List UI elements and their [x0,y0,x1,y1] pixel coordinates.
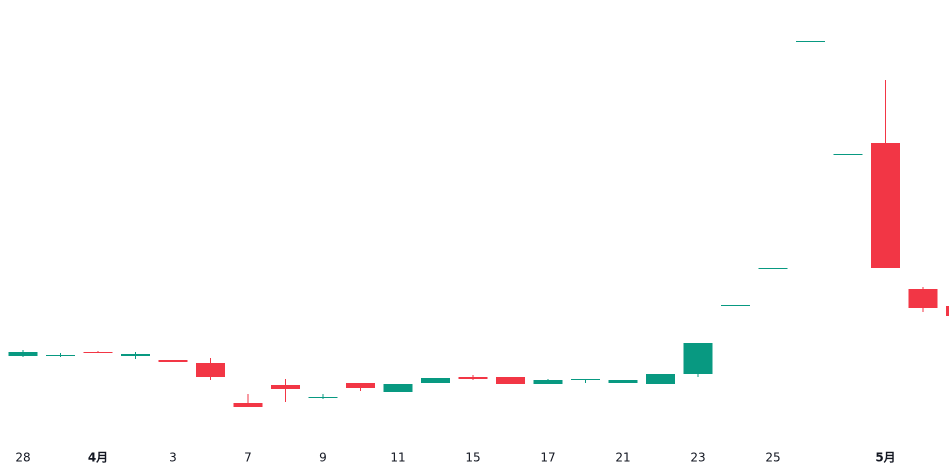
candle-body [308,397,338,398]
candle-body [721,305,750,306]
candle-body [158,360,188,362]
candle-body [946,306,949,316]
candle-body [608,380,638,383]
x-tick-label: 21 [615,451,630,465]
x-tick-label: 11 [390,451,405,465]
candle-body [46,355,75,356]
candle-body [758,268,788,269]
candle-body [908,289,938,308]
x-tick-label: 7 [244,451,252,465]
candle-body [646,374,675,384]
candle-body [533,380,563,384]
candle-body [383,384,413,392]
candle-body [121,354,150,356]
candle-body [8,352,38,356]
candle-body [796,41,825,42]
x-tick-label: 9 [319,451,327,465]
candle-body [871,143,900,268]
candle-body [683,343,713,374]
candle-body [496,377,525,384]
candle-body [83,352,113,353]
candle-body [346,383,375,388]
candle-body [271,385,300,389]
candle-body [571,379,600,380]
x-tick-label: 3 [169,451,177,465]
candle-body [458,377,488,379]
x-tick-label: 25 [765,451,780,465]
x-tick-label: 17 [540,451,555,465]
candle-body [233,403,263,407]
candle-body [196,363,225,377]
candle-body [421,378,450,383]
candle-body [833,154,863,155]
x-tick-label: 15 [465,451,480,465]
x-tick-label: 4月 [88,451,108,465]
x-tick-label: 23 [690,451,705,465]
x-tick-label: 5月 [875,451,895,465]
x-tick-label: 28 [15,451,30,465]
